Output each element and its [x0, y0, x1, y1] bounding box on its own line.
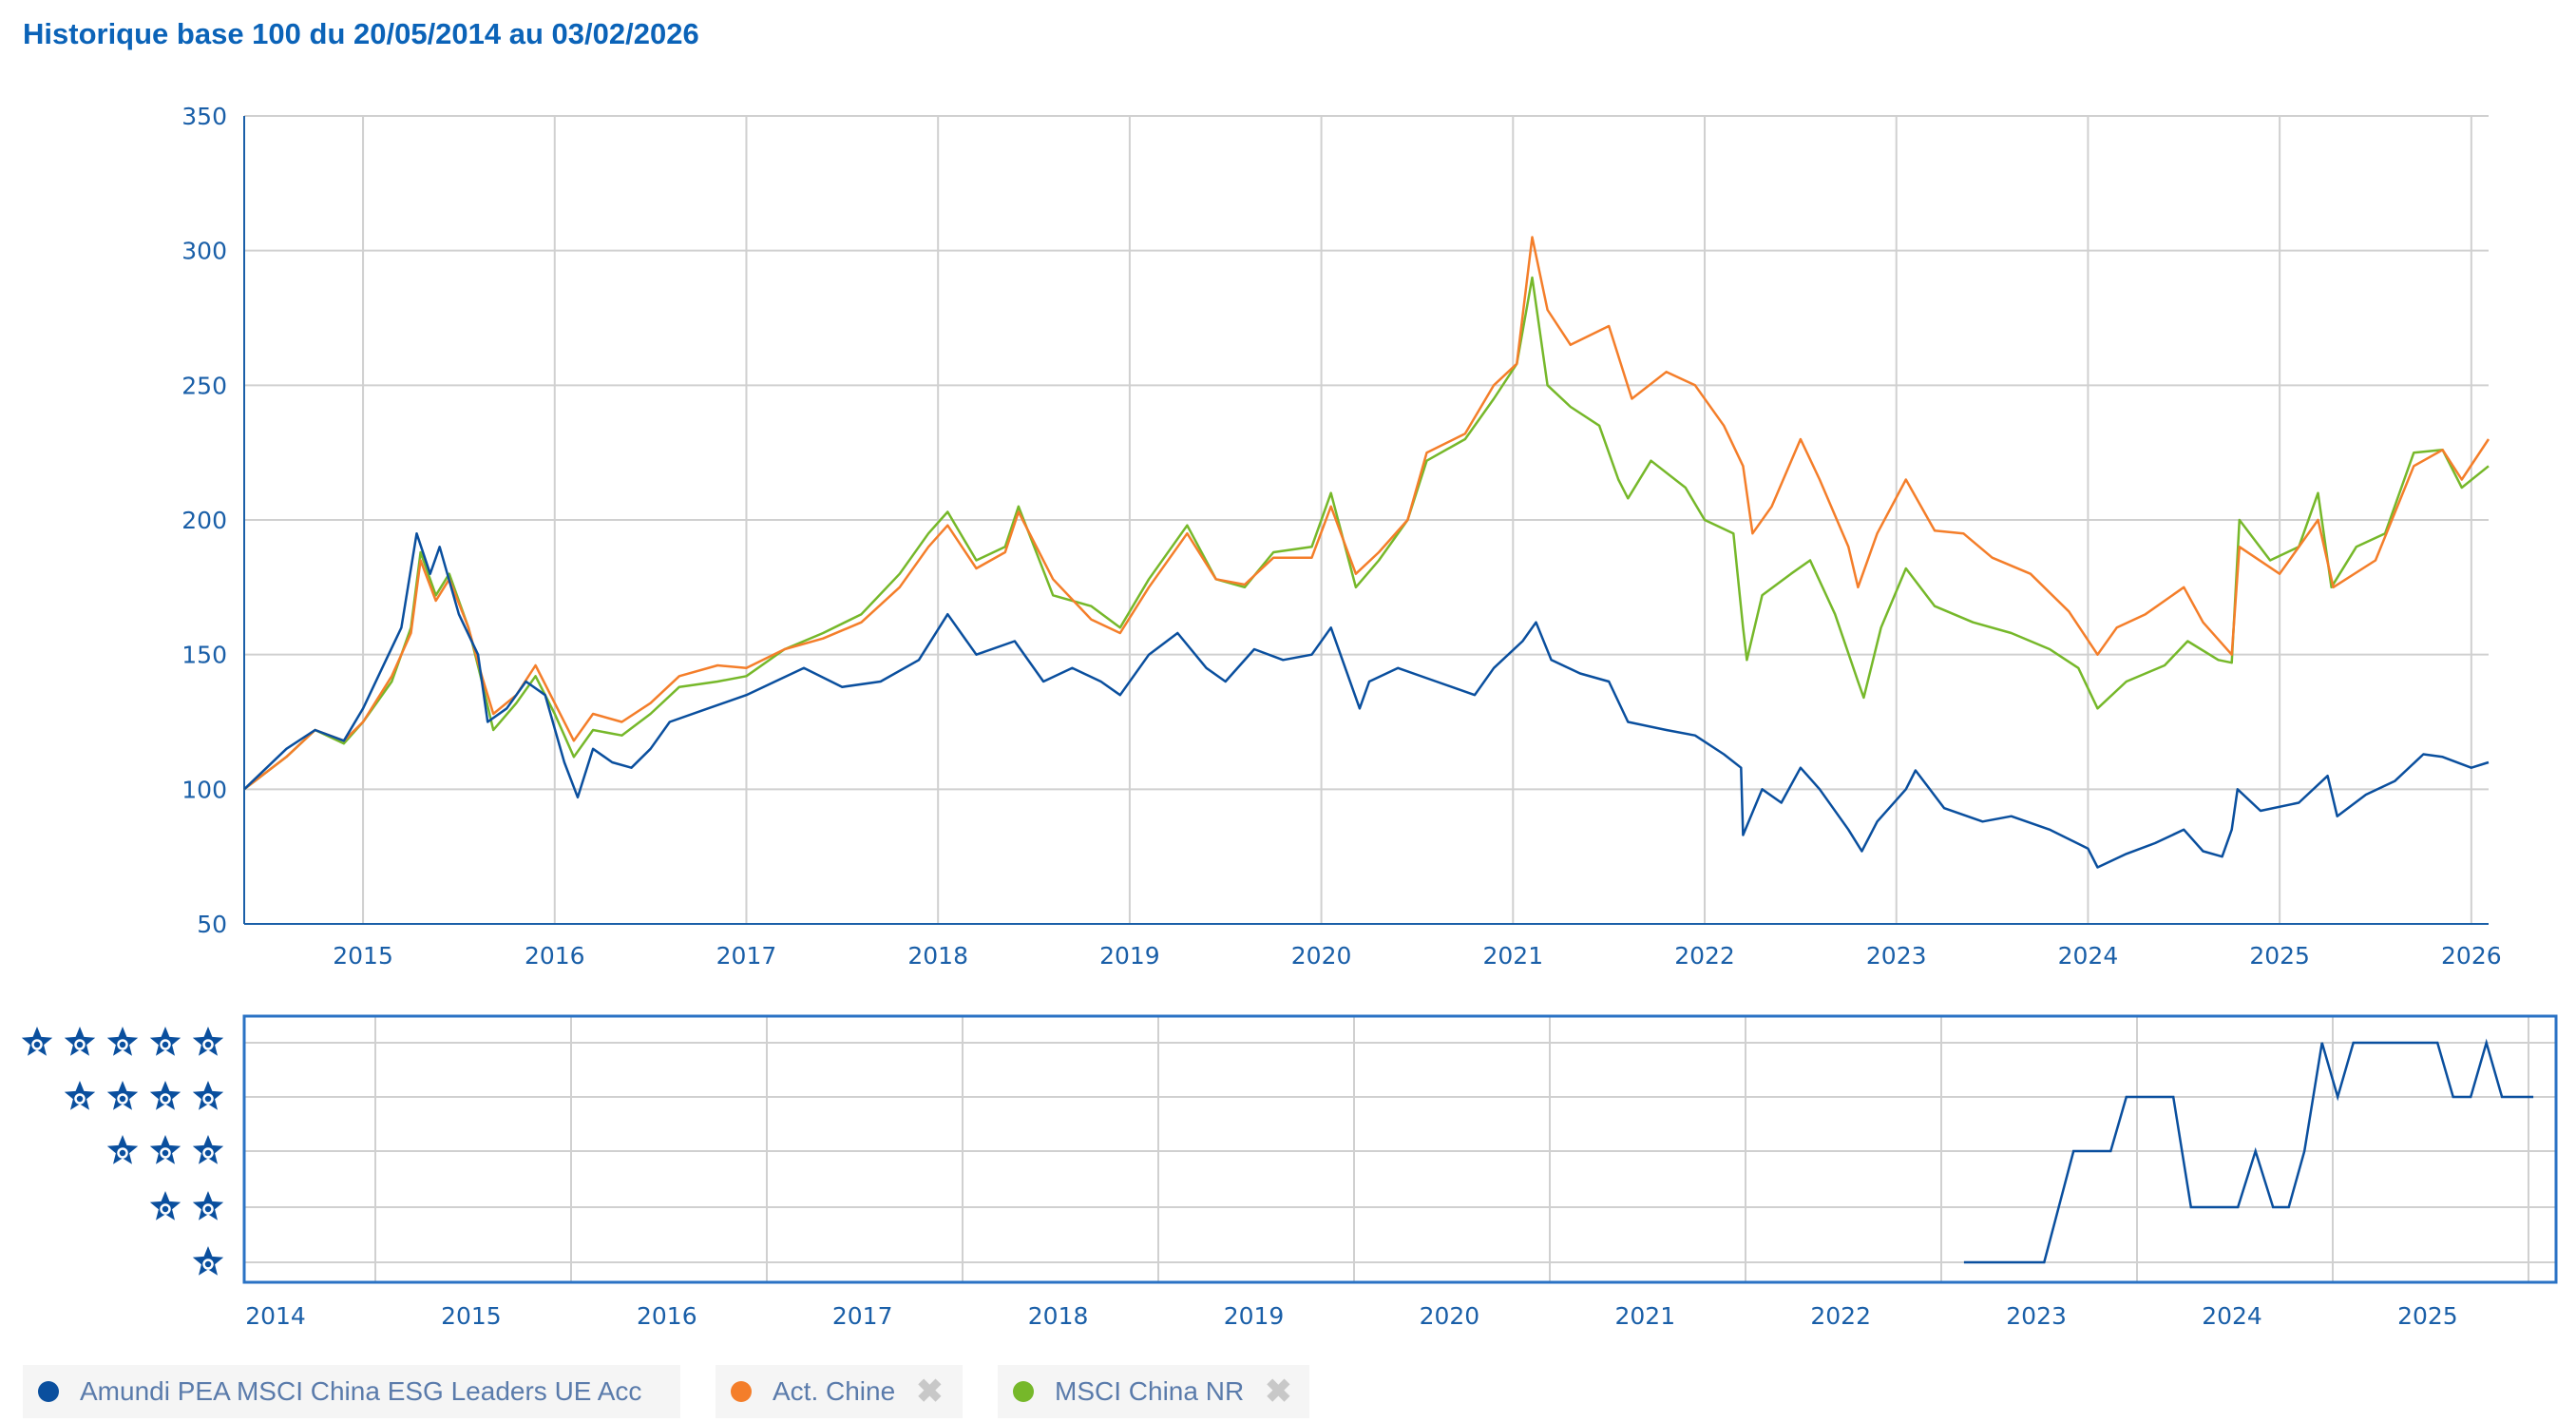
chart-title: Historique base 100 du 20/05/2014 au 03/…: [23, 17, 699, 50]
star-ring: [117, 1147, 128, 1159]
star-ring: [202, 1259, 214, 1270]
y-tick-label: 200: [181, 507, 227, 534]
nav-x-tick-label: 2025: [2397, 1302, 2458, 1330]
x-tick-label: 2024: [2058, 942, 2119, 970]
x-tick-label: 2023: [1866, 942, 1927, 970]
nav-x-tick-label: 2017: [832, 1302, 893, 1330]
star-ring: [202, 1039, 214, 1050]
x-tick-label: 2019: [1099, 942, 1160, 970]
x-tick-label: 2025: [2249, 942, 2310, 970]
nav-x-tick-label: 2015: [441, 1302, 502, 1330]
nav-x-tick-label: 2020: [1420, 1302, 1480, 1330]
nav-x-tick-label: 2022: [1810, 1302, 1871, 1330]
nav-x-tick-label: 2023: [2006, 1302, 2067, 1330]
star-icon: [149, 1191, 181, 1220]
x-tick-label: 2026: [2441, 942, 2502, 970]
close-icon[interactable]: ✖: [916, 1374, 944, 1410]
legend-label: Amundi PEA MSCI China ESG Leaders UE Acc: [80, 1376, 642, 1406]
legend-dot: [38, 1381, 59, 1402]
star-icon: [64, 1081, 96, 1110]
star-icon: [106, 1081, 139, 1110]
y-tick-label: 150: [181, 642, 227, 669]
star-icon: [192, 1246, 224, 1276]
star-icon: [192, 1135, 224, 1164]
series-line-amundi-pea-msci-china-esg-leaders-ue-acc: [243, 531, 2490, 869]
star-ring: [202, 1093, 214, 1105]
y-tick-label: 300: [181, 238, 227, 265]
x-tick-label: 2016: [525, 942, 585, 970]
star-ring: [74, 1039, 86, 1050]
star-ring: [160, 1039, 171, 1050]
nav-x-tick-label: 2016: [637, 1302, 697, 1330]
star-ring: [160, 1147, 171, 1159]
legend-label: MSCI China NR: [1055, 1376, 1245, 1406]
star-icon: [149, 1135, 181, 1164]
star-icon: [106, 1135, 139, 1164]
series-line-msci-china-nr: [243, 276, 2490, 791]
nav-x-tick-label: 2014: [245, 1302, 306, 1330]
chart-area: 50 100 150 200 250 300 350 2015 2016 2017 2018 2019…: [21, 103, 2558, 1330]
star-ring: [74, 1093, 86, 1105]
star-icon: [64, 1027, 96, 1056]
star-icon: [149, 1081, 181, 1110]
star-ring: [202, 1203, 214, 1215]
close-icon[interactable]: ✖: [1265, 1374, 1292, 1410]
x-tick-label: 2020: [1291, 942, 1352, 970]
legend-dot: [731, 1381, 752, 1402]
rating-line: [1963, 1038, 2534, 1264]
star-icon: [106, 1027, 139, 1056]
star-ring: [117, 1039, 128, 1050]
star-ring: [160, 1093, 171, 1105]
x-tick-label: 2018: [907, 942, 968, 970]
legend-label: Act. Chine: [773, 1376, 896, 1406]
star-ring: [202, 1147, 214, 1159]
star-icon: [149, 1027, 181, 1056]
y-tick-label: 350: [181, 103, 227, 130]
star-icon: [192, 1081, 224, 1110]
navigator-frame: [242, 1014, 2558, 1284]
star-icon: [21, 1027, 53, 1056]
nav-x-tick-label: 2018: [1028, 1302, 1089, 1330]
nav-x-tick-label: 2024: [2202, 1302, 2262, 1330]
star-ring: [160, 1203, 171, 1215]
series-line-act-chine: [243, 236, 2490, 791]
star-icon: [192, 1191, 224, 1220]
x-tick-label: 2017: [716, 942, 777, 970]
legend-item-index[interactable]: MSCI China NR ✖: [998, 1365, 1309, 1418]
star-ring: [117, 1093, 128, 1105]
legend-item-fund[interactable]: Amundi PEA MSCI China ESG Leaders UE Acc: [23, 1365, 680, 1418]
y-tick-label: 100: [181, 776, 227, 803]
x-tick-label: 2015: [333, 942, 393, 970]
x-tick-label: 2021: [1482, 942, 1543, 970]
nav-x-tick-label: 2021: [1614, 1302, 1675, 1330]
legend-item-category[interactable]: Act. Chine ✖: [716, 1365, 963, 1418]
x-tick-label: 2022: [1674, 942, 1735, 970]
star-ring: [31, 1039, 43, 1050]
legend-dot: [1013, 1381, 1034, 1402]
nav-x-tick-label: 2019: [1224, 1302, 1285, 1330]
star-icon: [192, 1027, 224, 1056]
y-tick-label: 50: [197, 911, 227, 938]
y-tick-label: 250: [181, 372, 227, 399]
